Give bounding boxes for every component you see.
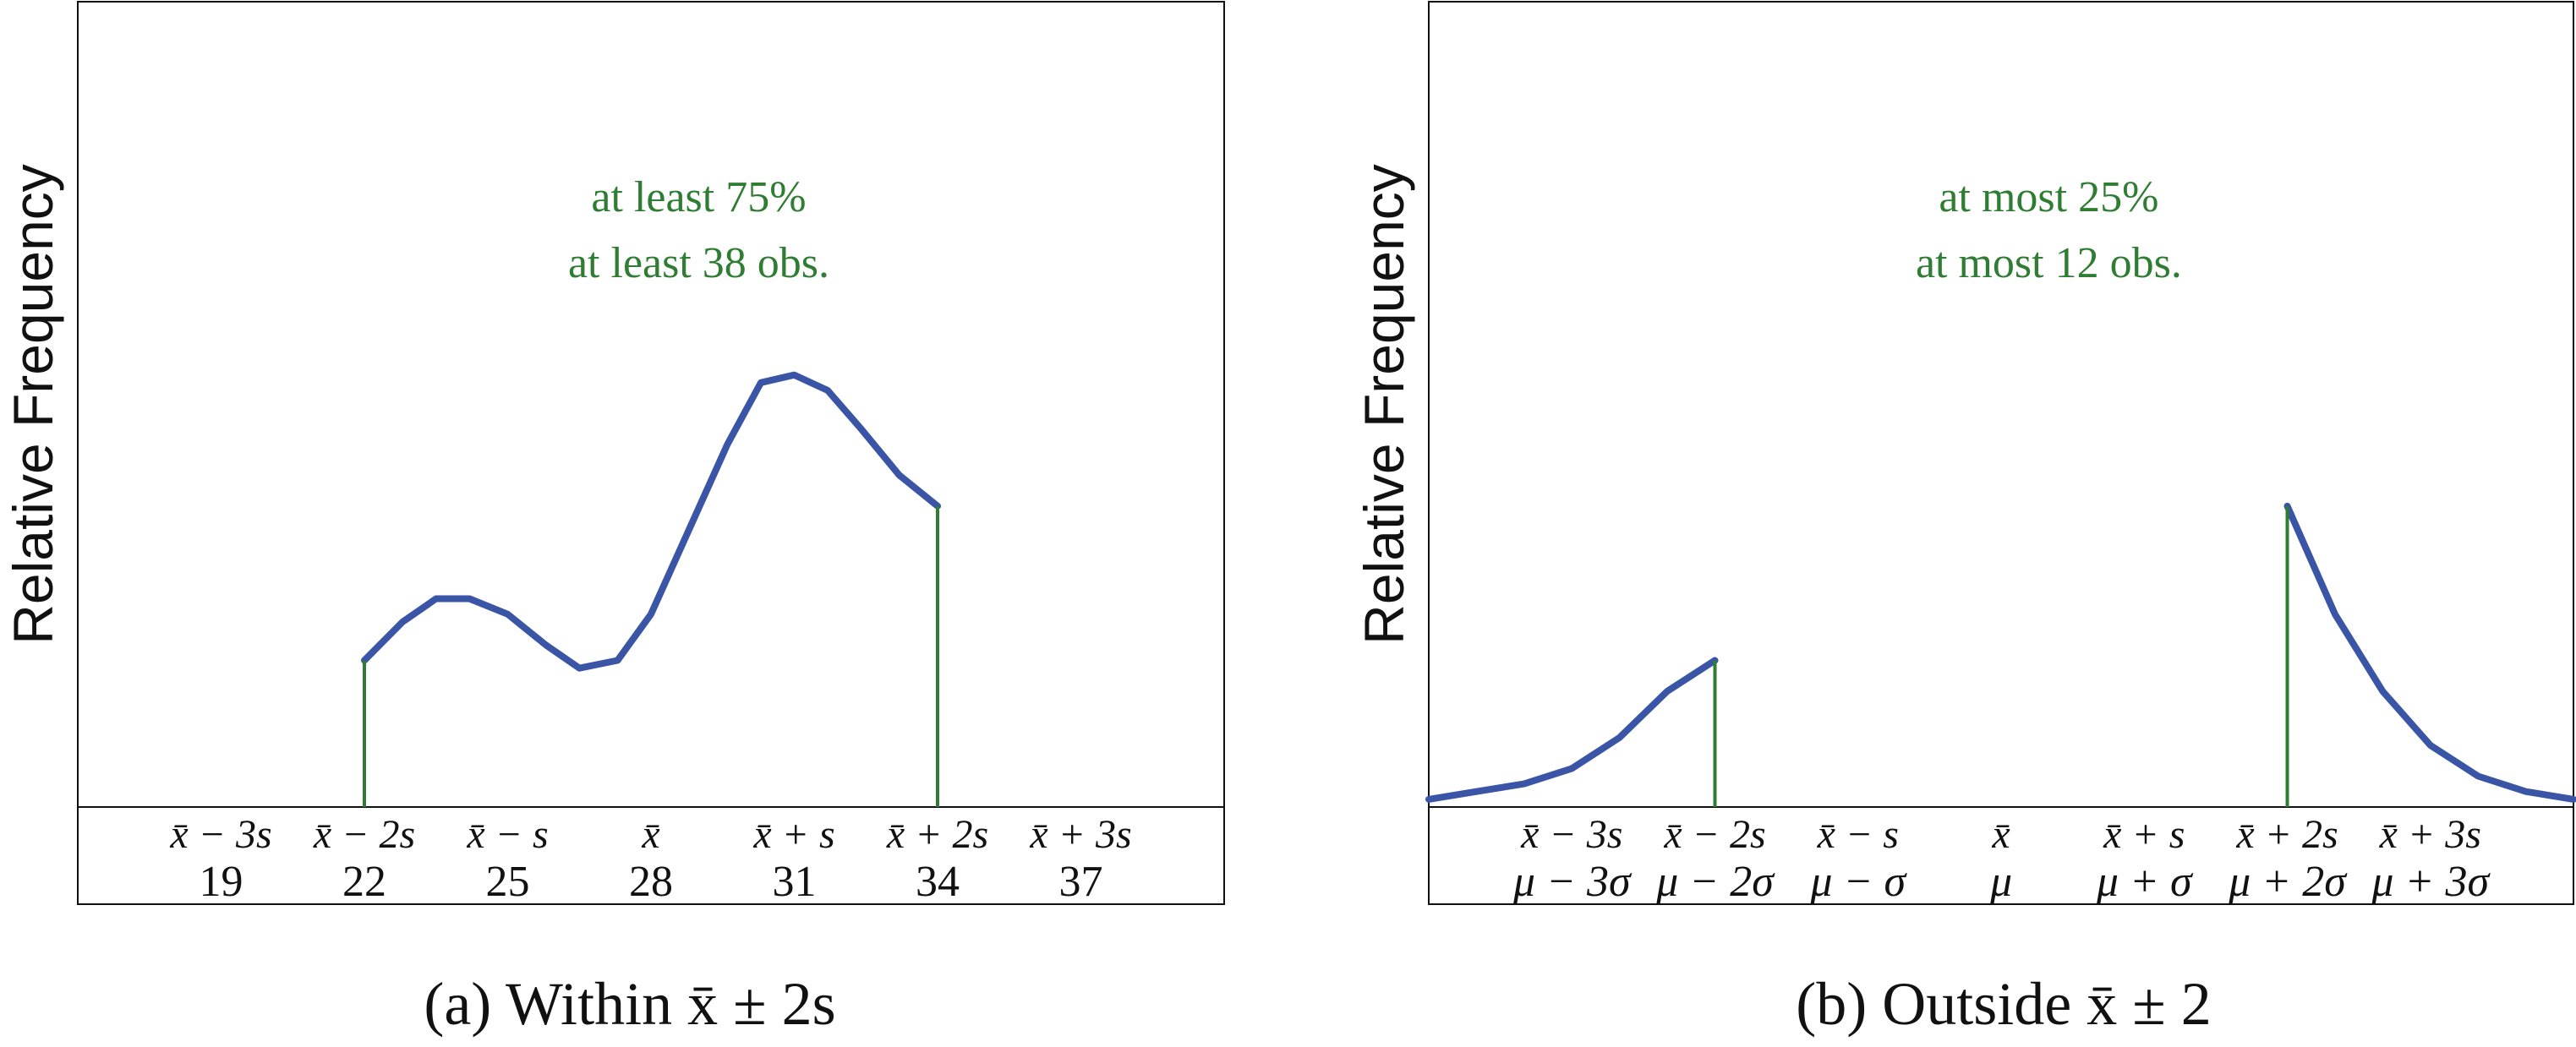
tick-label: x̄ − s [466,812,548,857]
panel-b: Relative Frequency at most 25% at most 12 … [1353,1,2576,1038]
density-curve [2283,502,2576,803]
plot-frame [1428,1,2574,905]
tick-value: μ [1989,858,2012,906]
tick-value: μ − 2σ [1655,858,1775,906]
y-axis-label: Relative Frequency [2,164,64,645]
tick-value: 34 [916,858,960,906]
tick-value: 25 [486,858,530,906]
density-curve [361,371,941,672]
y-axis-label: Relative Frequency [1353,164,1415,645]
tick-label: x̄ − 2s [1663,812,1765,857]
tick-value: 28 [629,858,673,906]
annotation-line: at least 75% [591,173,806,221]
annotation-line: at most 25% [1939,173,2158,221]
tick-value: μ − 3σ [1512,858,1633,906]
tick-value: 22 [342,858,386,906]
tick-value: 37 [1059,858,1103,906]
tick-label: x̄ + s [2103,812,2185,857]
tick-label: x̄ + s [752,812,834,857]
tick-label: x̄ [1991,812,2010,857]
plot-frame [77,1,1225,905]
tick-label: x̄ + 2s [886,812,988,857]
panel-caption: (b) Outside x̄ ± 2 [1796,970,2211,1038]
tick-label: x̄ [641,812,659,857]
density-curve [1425,657,1719,803]
tick-value: μ + σ [2096,858,2194,906]
tick-label: x̄ + 3s [2379,812,2481,857]
tick-label: x̄ − s [1817,812,1899,857]
tick-label: x̄ − 3s [1520,812,1622,857]
tick-value: μ + 3σ [2371,858,2491,906]
tick-label: x̄ + 2s [2235,812,2338,857]
tick-value: μ − σ [1809,858,1907,906]
annotation-line: at most 12 obs. [1916,239,2182,287]
tick-label: x̄ + 3s [1029,812,1131,857]
panel-a: Relative Frequency at least 75% at least 3… [2,1,1225,1038]
panel-caption: (a) Within x̄ ± 2s [424,970,835,1038]
tick-label: x̄ − 3s [169,812,271,857]
tick-value: 19 [200,858,243,906]
tick-value: 31 [773,858,817,906]
tick-label: x̄ − 2s [313,812,415,857]
tick-value: μ + 2σ [2228,858,2348,906]
annotation-line: at least 38 obs. [568,239,829,287]
